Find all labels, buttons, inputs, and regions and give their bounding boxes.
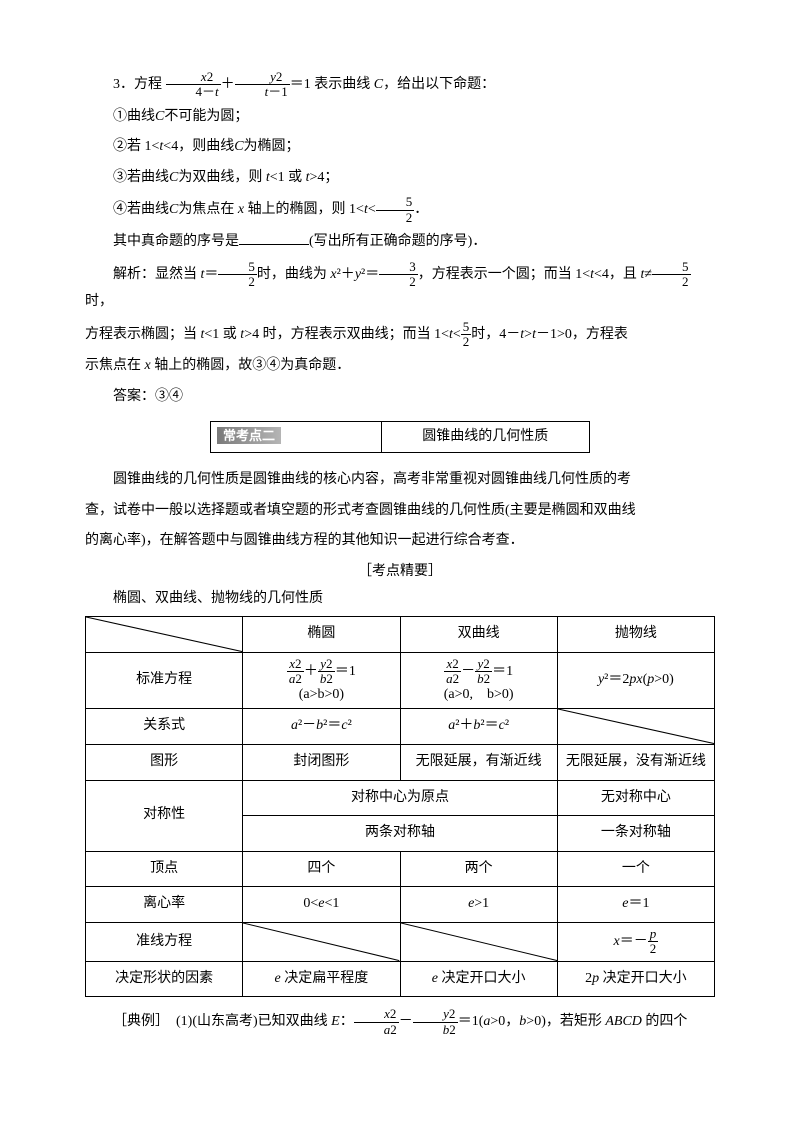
- table-row: 顶点 四个 两个 一个: [86, 851, 715, 887]
- q3-p5: 其中真命题的序号是(写出所有正确命题的序号)．: [85, 229, 715, 256]
- intro-l3: 的离心率)，在解答题中与圆锥曲线方程的其他知识一起进行综合考查．: [85, 528, 715, 555]
- topic-box: 常考点二 圆锥曲线的几何性质: [210, 421, 590, 454]
- table-row: 关系式 a²－b²＝c² a²＋b²＝c²: [86, 709, 715, 745]
- blank-input[interactable]: [239, 231, 309, 245]
- table-row: 准线方程 x＝－p2: [86, 923, 715, 962]
- properties-table: 椭圆 双曲线 抛物线 标准方程 x2a2＋y2b2＝1 (a>b>0) x2a2…: [85, 616, 715, 997]
- q3-p3: ③若曲线C为双曲线，则 t<1 或 t>4；: [85, 165, 715, 192]
- frac-y: y2 t－1: [235, 70, 290, 100]
- topic-title: 圆锥曲线的几何性质: [381, 421, 589, 453]
- txt: ，给出以下命题：: [383, 77, 495, 92]
- intro-l2: 查，试卷中一般以选择题或者填空题的形式考查圆锥曲线的几何性质(主要是椭圆和双曲线: [85, 498, 715, 525]
- q3-line1: 3．方程 x2 4－t ＋ y2 t－1 ＝1 表示曲线 C，给出以下命题：: [85, 70, 715, 100]
- table-row: 标准方程 x2a2＋y2b2＝1 (a>b>0) x2a2－y2b2＝1 (a>…: [86, 652, 715, 709]
- q3-p2: ②若 1<t<4，则曲线C为椭圆；: [85, 134, 715, 161]
- frac-x: x2 4－t: [166, 70, 221, 100]
- q3-p1: ①曲线C不可能为圆；: [85, 104, 715, 131]
- txt: ＝1 表示曲线: [290, 77, 371, 92]
- txt: 3．方程: [113, 77, 162, 92]
- diag-header: [86, 617, 243, 653]
- q3-solution-1: 解析：显然当 t＝52时，曲线为 x²＋y²＝32，方程表示一个圆；而当 1<t…: [85, 260, 715, 316]
- curve-c: C: [374, 77, 383, 92]
- table-row: 椭圆 双曲线 抛物线: [86, 617, 715, 653]
- table-row: 对称性 对称中心为原点 无对称中心: [86, 780, 715, 816]
- topic-badge: 常考点二: [217, 427, 281, 444]
- table-row: 决定形状的因素 e 决定扁平程度 e 决定开口大小 2p 决定开口大小: [86, 961, 715, 997]
- q3-solution-3: 示焦点在 x 轴上的椭圆，故③④为真命题．: [85, 353, 715, 380]
- intro-l1: 圆锥曲线的几何性质是圆锥曲线的核心内容，高考非常重视对圆锥曲线几何性质的考: [85, 467, 715, 494]
- subhead: ［考点精要］: [85, 559, 715, 586]
- q3-answer: 答案：③④: [85, 384, 715, 411]
- q3-p4: ④若曲线C为焦点在 x 轴上的椭圆，则 1<t<52．: [85, 195, 715, 225]
- q3-solution-2: 方程表示椭圆；当 t<1 或 t>4 时，方程表示双曲线；而当 1<t<52时，…: [85, 320, 715, 350]
- table-row: 图形 封闭图形 无限延展，有渐近线 无限延展，没有渐近线: [86, 745, 715, 781]
- table-title: 椭圆、双曲线、抛物线的几何性质: [85, 586, 715, 613]
- table-row: 离心率 0<e<1 e>1 e＝1: [86, 887, 715, 923]
- example-line: ［典例］ (1)(山东高考)已知双曲线 E：x2a2－y2b2＝1(a>0，b>…: [85, 1007, 715, 1037]
